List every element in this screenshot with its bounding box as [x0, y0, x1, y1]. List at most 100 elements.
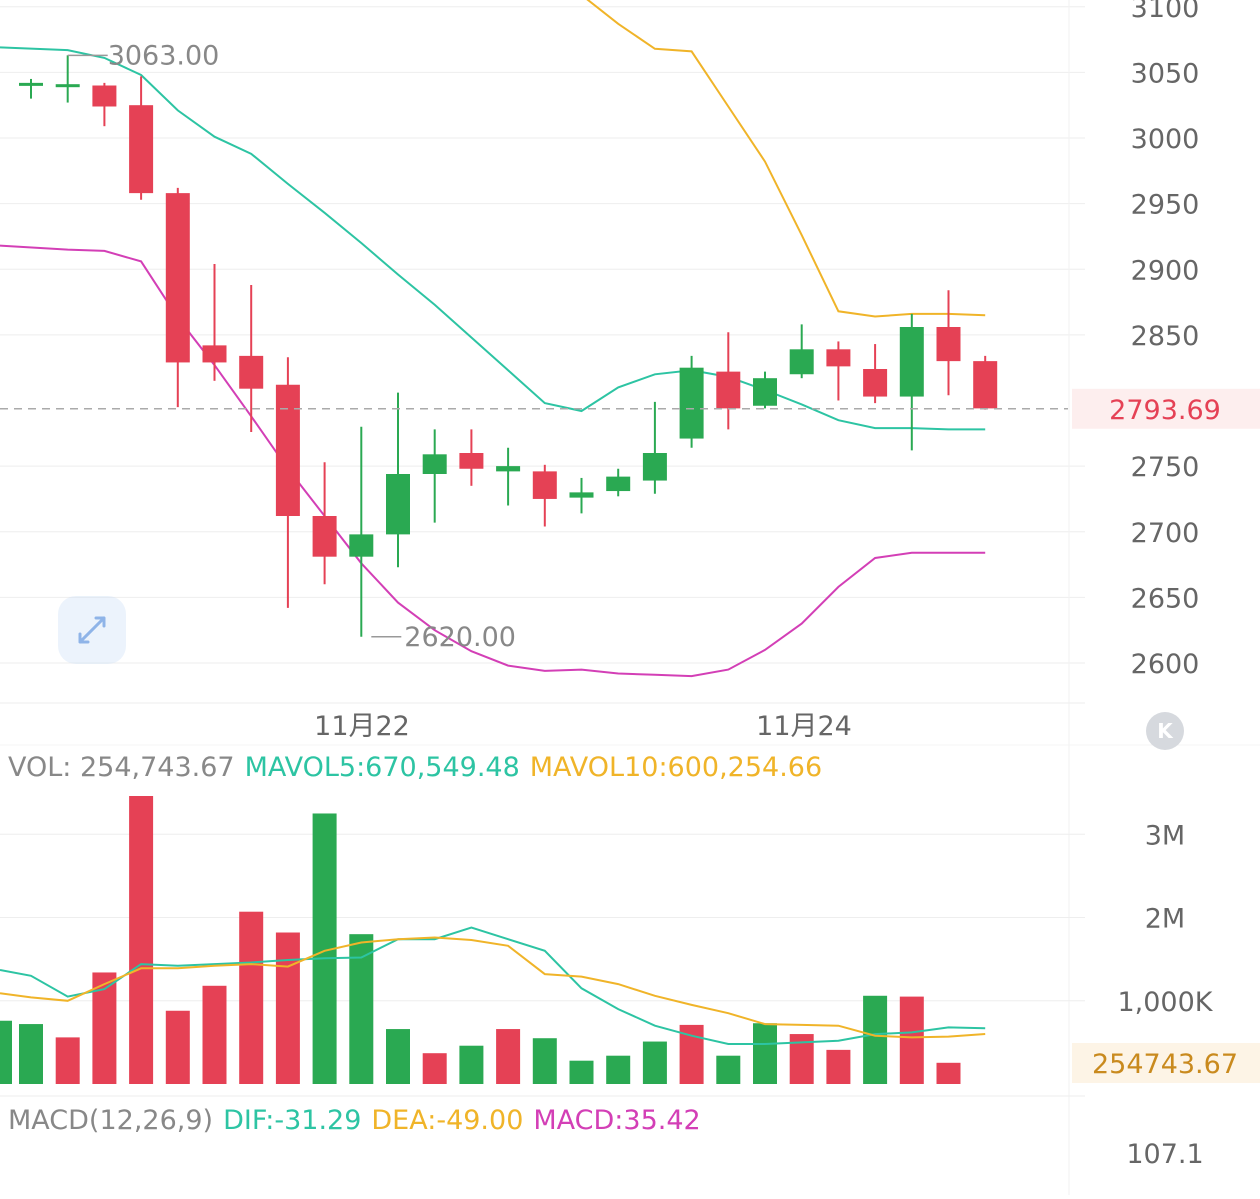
candle-body — [863, 369, 888, 397]
date-tick-label: 11月24 — [756, 711, 852, 742]
volume-bar — [753, 1023, 777, 1084]
volume-bar — [863, 995, 888, 1084]
volume-bar — [716, 1055, 741, 1084]
dea-label: DEA:-49.00 — [371, 1105, 523, 1136]
volume-bar — [422, 1053, 447, 1084]
candle — [165, 187, 190, 408]
candle — [642, 401, 667, 494]
candle — [422, 429, 447, 523]
k-line-toggle[interactable]: K — [1146, 712, 1184, 750]
candle — [863, 344, 888, 404]
candle — [239, 285, 264, 432]
price-axis: 3100 3050 3000 2950 2900 2850 2750 2700 2650 2600… — [314, 0, 1199, 742]
volume-tick-label: 3M — [1145, 820, 1185, 851]
macd-panel: MACD(12,26,9) DIF:-31.29 DEA:-49.00 MACD:35… — [8, 1105, 1204, 1170]
volume-bar — [899, 996, 924, 1084]
price-tick-label: 2700 — [1131, 518, 1200, 549]
volume-bar — [532, 1038, 557, 1084]
candle-body — [349, 534, 374, 557]
mavol10-label: MAVOL10:600,254.66 — [530, 752, 822, 783]
price-tick-label: 2850 — [1131, 321, 1200, 352]
band-line — [586, 0, 986, 318]
macd-tick-label: 107.1 — [1126, 1139, 1203, 1170]
candle-body — [422, 454, 447, 474]
candle — [569, 477, 594, 514]
price-tick-label: 2650 — [1131, 583, 1200, 614]
candle-body — [569, 492, 594, 498]
candle-body — [239, 355, 264, 389]
volume-panel: 3M 2M 1,000K VOL: 254,743.67 MAVOL5:670,549.… — [0, 752, 1260, 1084]
date-tick-label: 11月22 — [314, 711, 410, 742]
macd-title: MACD(12,26,9) — [8, 1105, 213, 1136]
candle-body — [92, 85, 117, 107]
expand-button[interactable] — [58, 596, 126, 664]
volume-bar — [165, 1010, 190, 1084]
candle — [716, 332, 741, 430]
candle — [202, 264, 227, 381]
candle — [973, 355, 998, 410]
candle — [459, 429, 484, 486]
macd-value-label: MACD:35.42 — [533, 1105, 700, 1136]
candle — [349, 426, 374, 637]
volume-bar — [202, 985, 227, 1084]
candle — [899, 313, 924, 451]
candle-body — [55, 84, 80, 88]
volume-bar — [569, 1060, 594, 1084]
volume-last-badge — [1072, 1043, 1260, 1083]
candle-body — [936, 327, 961, 362]
band-line — [0, 46, 986, 431]
candle-body — [532, 471, 557, 499]
candle — [679, 355, 704, 448]
volume-bar — [19, 1024, 43, 1084]
candle-body — [753, 378, 777, 406]
candle — [55, 55, 80, 103]
candle-body — [899, 327, 924, 397]
candle-body — [789, 349, 814, 375]
price-tick-label: 2950 — [1131, 190, 1200, 221]
candle — [826, 341, 851, 401]
candle-body — [679, 367, 704, 439]
candle — [532, 464, 557, 527]
candle-body — [642, 453, 667, 481]
candlesticks — [19, 55, 998, 637]
candle — [936, 290, 961, 396]
volume-bar — [386, 1029, 410, 1084]
volume-last-label: 254743.67 — [1092, 1049, 1238, 1080]
candle — [496, 447, 521, 506]
candle-body — [826, 349, 851, 367]
volume-bar — [459, 1045, 484, 1084]
candle — [789, 324, 814, 379]
volume-bar — [349, 934, 374, 1084]
candle — [753, 371, 777, 409]
mavol5-line — [0, 926, 986, 1045]
volume-bar — [826, 1049, 851, 1084]
candle-body — [19, 82, 43, 86]
price-tick-label: 2750 — [1131, 452, 1200, 483]
candle-body — [275, 384, 300, 516]
low-price-label: 2620.00 — [404, 622, 516, 653]
volume-tick-label: 1,000K — [1117, 987, 1213, 1018]
macd-legend: MACD(12,26,9) DIF:-31.29 DEA:-49.00 MACD:35… — [8, 1105, 701, 1136]
candle-body — [129, 105, 154, 194]
candle-body — [165, 193, 190, 363]
candle — [19, 78, 43, 99]
price-tick-label: 2900 — [1131, 255, 1200, 286]
candle-body — [386, 474, 410, 535]
price-tick-label: 3100 — [1131, 0, 1200, 24]
candle — [312, 462, 337, 585]
volume-bar — [239, 911, 264, 1084]
candle-body — [459, 453, 484, 469]
volume-legend: VOL: 254,743.67 MAVOL5:670,549.48 MAVOL10:… — [8, 752, 822, 783]
price-annotations: 2793.69 3063.00 2620.00 — [0, 40, 1260, 653]
last-price-badge — [1072, 388, 1260, 429]
candle — [275, 357, 300, 608]
candle-body — [202, 345, 227, 363]
candle-body — [716, 371, 741, 409]
candle-body — [973, 361, 998, 409]
volume-bar — [496, 1029, 521, 1084]
candle-body — [312, 516, 337, 557]
k-line-icon: K — [1157, 719, 1173, 743]
candle-body — [496, 466, 521, 472]
